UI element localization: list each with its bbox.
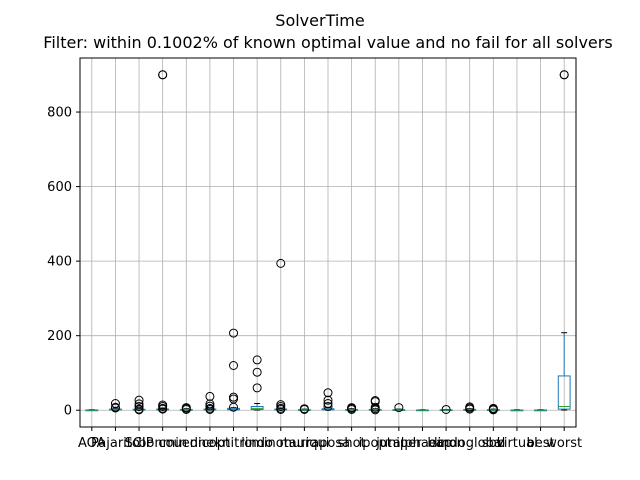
outlier-point: [205, 391, 215, 401]
outlier-point: [394, 403, 404, 413]
box-lindoglobal: [463, 402, 477, 414]
outlier-point: [465, 404, 475, 414]
chart-subtitle: Filter: within 0.1002% of known optimal …: [43, 33, 613, 52]
x-tick-label: AOA: [78, 436, 106, 451]
x-tick-label: SCIP: [125, 436, 154, 451]
y-tick-label: 200: [47, 329, 72, 344]
outlier-point: [323, 395, 333, 405]
x-tick-label: lindo: [241, 436, 273, 451]
x-tick-label: juniper: [375, 436, 422, 451]
x-tick-label: baron: [427, 436, 464, 451]
box-juniper: [392, 403, 406, 413]
x-tick-label: alphaecp: [393, 436, 452, 451]
iqr-box: [557, 375, 571, 410]
x-tick-label: lindoglobal: [434, 436, 505, 451]
outlier-point: [276, 258, 286, 268]
outlier-point: [134, 405, 144, 415]
x-tick-label: dicopt: [190, 436, 230, 451]
outlier-point: [158, 404, 168, 414]
outlier-point: [252, 383, 262, 393]
box-Pajarito: [109, 399, 122, 413]
x-tick-label: ipopt: [359, 436, 392, 451]
outlier-point: [134, 402, 144, 411]
axes: 0 200 400 600 800 AOAPajaritoSCIPbonmincouenn…: [47, 57, 582, 451]
box-SCIP: [132, 395, 146, 415]
outlier-point: [134, 399, 144, 409]
x-tick-label: best: [527, 436, 555, 451]
outlier-point: [229, 361, 239, 370]
outlier-point: [252, 355, 262, 365]
outlier-point: [441, 404, 451, 414]
x-tick-label: couenne: [158, 436, 214, 451]
x-tick-label: muriqui: [279, 436, 329, 451]
outlier-point: [323, 399, 333, 409]
outlier-point: [488, 405, 498, 415]
x-tick-label: sbb: [482, 436, 505, 451]
outlier-point: [110, 403, 120, 413]
outlier-point: [158, 70, 168, 80]
outlier-point: [347, 404, 357, 414]
x-tick-label: knitro: [215, 436, 253, 451]
box-lindo: [250, 355, 264, 411]
outlier-point: [134, 395, 144, 405]
outlier-point: [229, 402, 239, 412]
box-muriqui: [297, 404, 311, 414]
box-ipopt: [368, 396, 382, 415]
box-bonmin: [156, 70, 170, 414]
x-tick-label: raposa: [306, 436, 350, 451]
y-tick-label: 800: [47, 106, 72, 121]
box-best: [534, 409, 547, 412]
x-tick-label: worst: [546, 436, 582, 451]
outlier-point: [205, 404, 215, 414]
outlier-point: [299, 404, 309, 414]
y-tick-label: 0: [64, 404, 72, 419]
outlier-point: [205, 401, 215, 411]
outlier-point: [323, 402, 333, 411]
box-dicopt: [203, 391, 217, 414]
outlier-point: [205, 399, 215, 409]
box-virtual: [510, 409, 524, 412]
box-couenne: [179, 403, 193, 414]
outlier-point: [370, 405, 380, 415]
x-tick-label: shot: [338, 436, 366, 451]
box-sbb: [486, 403, 500, 415]
y-tick-label: 400: [47, 255, 72, 270]
box-knitro: [227, 328, 240, 412]
outlier-point: [252, 367, 262, 377]
y-tick-label: 600: [47, 180, 72, 195]
x-tick-label: bonmin: [138, 436, 187, 451]
outlier-point: [229, 328, 239, 338]
chart-title: SolverTime: [275, 11, 365, 30]
grid-lines: [80, 58, 576, 427]
box-alphaecp: [416, 409, 429, 412]
box-worst: [557, 70, 571, 411]
box-shot: [345, 403, 359, 414]
box-plot-marks: [85, 70, 571, 415]
box-AOA: [85, 409, 99, 412]
x-tick-label: Pajarito: [91, 436, 140, 451]
outlier-point: [559, 70, 569, 80]
outlier-point: [323, 388, 333, 398]
outlier-point: [276, 404, 286, 414]
outlier-point: [181, 404, 191, 414]
x-tick-label: virtual: [496, 436, 538, 451]
x-tick-label: minotaur: [251, 436, 311, 451]
box-baron: [439, 404, 453, 414]
box-minotaur: [274, 258, 288, 414]
outlier-point: [110, 399, 120, 409]
box-raposa: [321, 388, 335, 411]
